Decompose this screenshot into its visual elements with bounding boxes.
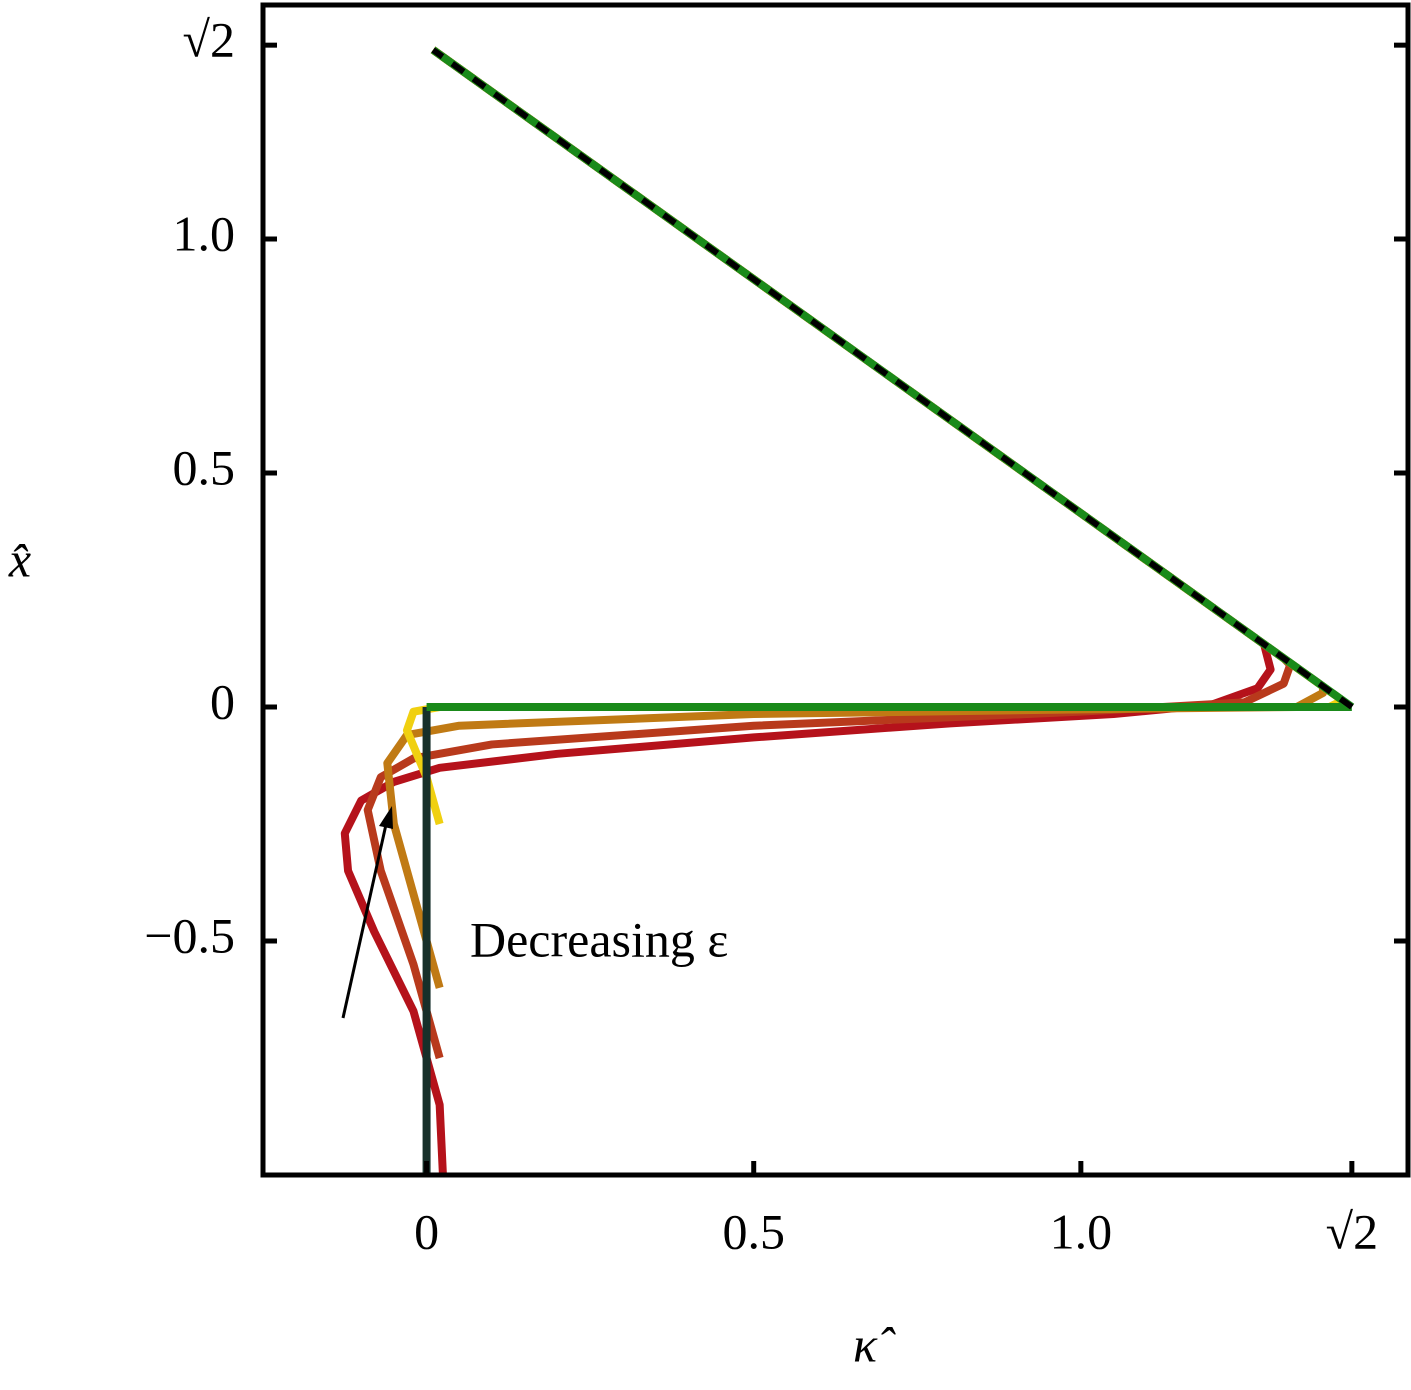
- series-line: [340, 46, 1275, 1175]
- x-tick-label: 0: [414, 1203, 439, 1259]
- y-axis-label: x̂: [8, 531, 31, 587]
- x-tick-label: √2: [1326, 1203, 1378, 1259]
- series-line: [363, 46, 1295, 1060]
- y-tick-label: 0.5: [173, 439, 236, 495]
- arrow-head: [379, 806, 393, 829]
- series-dash: [431, 47, 1354, 710]
- series-line: [383, 46, 1327, 989]
- y-tick-label: √2: [183, 12, 235, 68]
- x-tick-label: 0.5: [722, 1203, 785, 1259]
- x-axis-label: κ̂: [853, 1316, 896, 1372]
- y-tick-label: 0: [210, 673, 235, 729]
- annotation-arrow: [341, 819, 389, 1019]
- y-tick-label: −0.5: [144, 907, 235, 963]
- annotation: Decreasing ε: [470, 911, 728, 967]
- axes-frame: [260, 2, 1411, 1178]
- x-tick-label: 1.0: [1050, 1203, 1113, 1259]
- y-tick-label: 1.0: [173, 205, 236, 261]
- plot-area: [340, 46, 1355, 1175]
